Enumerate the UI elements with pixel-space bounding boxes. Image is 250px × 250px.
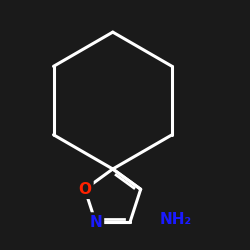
Text: O: O (78, 182, 92, 197)
Text: N: N (89, 214, 102, 230)
Text: NH₂: NH₂ (159, 212, 192, 227)
